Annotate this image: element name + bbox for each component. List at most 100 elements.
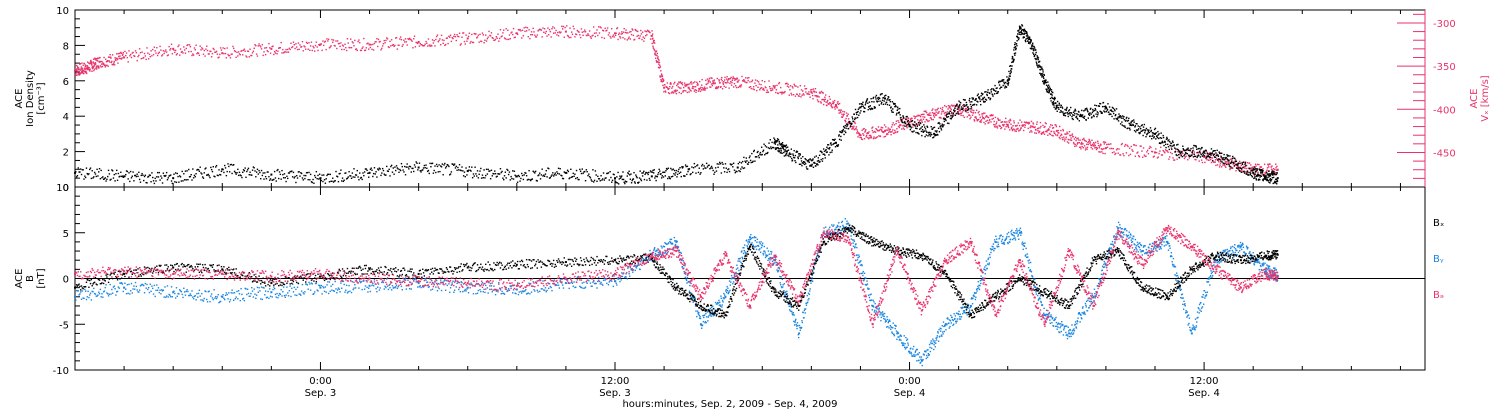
by-series-point [227,298,229,300]
density-series-point [402,169,404,171]
by-series-point [129,293,131,295]
density-series-point [980,92,983,94]
vx-series-point [104,64,106,66]
density-series-point [507,169,509,172]
density-series-point [1004,85,1006,87]
density-series-point [1212,150,1214,152]
vx-series-point [183,49,186,51]
vx-series-point [860,134,862,136]
vx-series-point [1074,143,1076,146]
density-series-point [1018,25,1021,27]
vx-series-point [1108,143,1110,146]
density-series-point [986,93,988,96]
density-series-point [733,169,736,171]
density-series-point [459,169,462,171]
vx-series-point [1047,128,1050,130]
by-series-point [200,299,202,301]
density-series-point [844,130,846,132]
density-series-point [791,159,794,161]
vx-series-point [961,111,964,113]
vx-series-point [832,100,834,103]
density-series-point [286,175,288,178]
vx-series-point [1000,126,1003,129]
vx-series-point [1030,130,1032,132]
vx-series-point [912,126,914,128]
density-series-point [384,174,386,176]
vx-series-point [709,81,712,83]
density-series-point [273,170,276,173]
vx-series-point [1228,161,1230,164]
vx-series-point [78,68,80,70]
vx-series-point [284,51,286,53]
density-series-point [195,173,197,175]
by-series-point [197,292,200,295]
density-series-point [385,174,387,176]
density-series-point [1066,111,1069,114]
density-series-point [303,174,305,177]
vx-series-point [545,30,547,33]
density-series-point [171,182,174,185]
density-series-point [922,131,925,133]
density-series-point [1269,182,1271,184]
vx-series-point [560,31,562,33]
vx-series-point [1009,119,1012,122]
density-series-point [679,166,681,169]
density-series-point [658,168,660,171]
vx-series-point [1155,151,1158,154]
vx-series-point [97,65,100,68]
vx-series-point [971,109,973,111]
density-series-point [1118,113,1120,115]
density-series-point [713,173,715,175]
density-series-point [1093,115,1095,118]
vx-series-point [610,37,612,39]
vx-series-point [1271,169,1274,171]
density-series-point [679,171,682,173]
density-series-point [1083,117,1085,119]
vx-series-point [805,91,807,93]
vx-series-point [984,123,986,125]
density-series-point [473,175,475,177]
vx-series-point [313,47,315,49]
density-series-point [328,181,331,183]
by-series-point [96,295,98,297]
vx-series-point [660,80,662,83]
density-series-point [877,98,880,100]
vx-series-point [203,49,205,52]
density-series-point [837,144,840,146]
density-series-point [1259,178,1261,181]
density-series-point [1107,103,1109,105]
vx-series-point [176,53,178,55]
density-series-point [487,168,489,171]
vx-series-point [426,45,429,47]
vx-series-point [80,69,82,71]
vx-series-point [722,83,725,85]
vx-series-point [1000,121,1002,124]
density-series-point [929,135,932,137]
vx-series-point [856,131,859,133]
vx-series-point [1171,152,1173,155]
density-series-point [654,177,656,179]
density-series-point [1264,178,1267,180]
density-series-point [333,180,336,182]
vx-series-point [1240,164,1243,166]
density-series-point [1092,108,1094,111]
vx-series-point [599,26,601,28]
density-series-point [892,108,894,110]
vx-series-point [99,65,102,67]
density-series-point [439,170,441,173]
density-series-point [805,158,807,161]
density-series-point [953,109,955,112]
density-series-point [291,176,294,178]
density-series-point [390,164,393,167]
vx-series-point [371,48,373,51]
density-series-point [588,173,590,175]
vx-series-point [600,27,602,29]
density-series-point [939,123,941,125]
density-series-point [1059,106,1062,108]
vx-series-point [1060,129,1062,132]
density-series-point [532,170,534,172]
vx-series-point [890,131,892,133]
vx-series-point [747,79,749,82]
density-series-point [1271,170,1273,172]
x-tick-label: 0:00 [898,376,920,387]
